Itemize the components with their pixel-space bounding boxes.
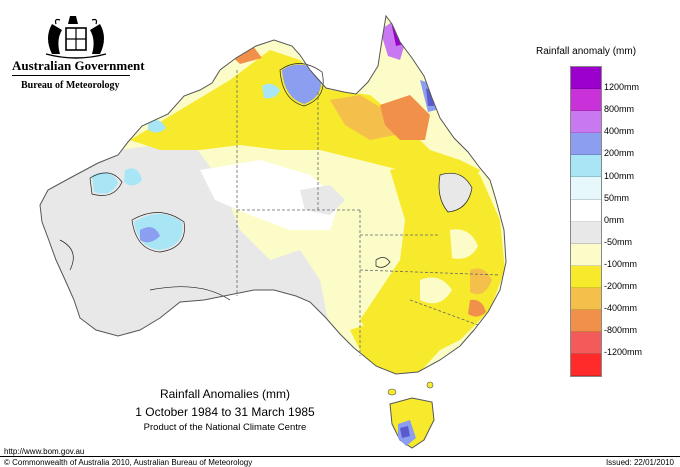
map-title: Rainfall Anomalies (mm) xyxy=(159,387,291,401)
legend-swatch xyxy=(571,354,601,377)
map-period: 1 October 1984 to 31 March 1985 xyxy=(135,405,315,419)
legend-swatch xyxy=(571,177,601,200)
legend-swatch xyxy=(571,310,601,333)
legend-swatch xyxy=(571,332,601,355)
legend-label: 50mm xyxy=(604,192,630,203)
bureau-name: Bureau of Meteorology xyxy=(21,80,120,91)
legend-label: 800mm xyxy=(604,104,635,115)
legend-label: -200mm xyxy=(604,281,638,291)
website-link[interactable]: http://www.bom.gov.au xyxy=(4,447,85,456)
legend-label: 1200mm xyxy=(604,82,640,93)
legend-label: -100mm xyxy=(604,258,638,269)
legend-label: -1200mm xyxy=(604,347,643,358)
legend-label: 100mm xyxy=(604,170,635,181)
legend-swatch xyxy=(571,155,601,178)
legend-swatch xyxy=(571,265,601,288)
legend-swatch xyxy=(571,67,601,90)
legend-swatch xyxy=(571,221,601,244)
legend-label: 400mm xyxy=(604,126,635,137)
government-name: Australian Government xyxy=(12,58,145,73)
coat-of-arms-emblem xyxy=(45,16,107,59)
tasmania xyxy=(389,397,435,449)
legend-swatch xyxy=(571,133,601,156)
legend-swatch xyxy=(571,287,601,311)
issued-date: Issued: 22/01/2010 xyxy=(605,458,674,467)
legend-label: 200mm xyxy=(604,148,635,159)
legend-swatch xyxy=(571,243,601,266)
copyright-text: © Commonwealth of Australia 2010, Austra… xyxy=(4,458,253,467)
map-product: Product of the National Climate Centre xyxy=(143,422,307,433)
legend-swatch xyxy=(571,89,601,112)
bass-strait-islands xyxy=(387,381,434,396)
legend-swatch xyxy=(571,111,601,134)
legend-title: Rainfall anomaly (mm) xyxy=(536,46,637,57)
legend-label: -50mm xyxy=(604,236,633,247)
legend-color-bar xyxy=(570,66,602,378)
footer-divider xyxy=(0,456,680,457)
legend-label: -800mm xyxy=(604,325,638,336)
legend-swatch xyxy=(571,199,601,222)
legend-label: 0mm xyxy=(604,214,624,225)
legend-label: -400mm xyxy=(604,303,638,314)
branding-divider xyxy=(12,75,130,76)
